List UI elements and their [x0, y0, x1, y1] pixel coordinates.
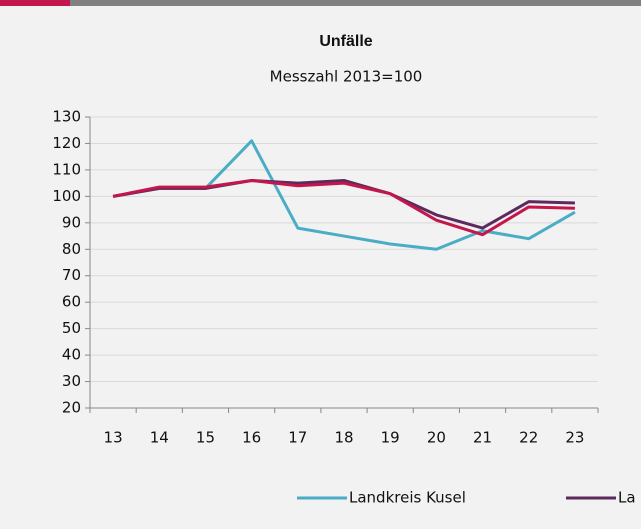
legend-label: La	[618, 489, 636, 507]
y-tick-label: 130	[52, 108, 81, 126]
x-tick-label: 20	[427, 429, 446, 447]
x-tick-label: 15	[196, 429, 215, 447]
x-tick-label: 23	[565, 429, 584, 447]
top-bar	[0, 0, 641, 6]
x-tick-label: 17	[288, 429, 307, 447]
y-tick-label: 70	[62, 266, 81, 284]
x-tick-label: 21	[473, 429, 492, 447]
series-line	[112, 178, 575, 237]
x-tick-label: 22	[519, 429, 538, 447]
y-tick-label: 60	[62, 293, 81, 311]
x-tick-label: 19	[381, 429, 400, 447]
chart-subtitle: Messzahl 2013=100	[270, 68, 423, 86]
top-bar-accent	[0, 0, 70, 6]
x-tick-label: 18	[334, 429, 353, 447]
y-tick-label: 50	[62, 319, 81, 337]
y-tick-label: 30	[62, 372, 81, 390]
chart-title: Unfälle	[319, 33, 372, 50]
x-tick-label: 16	[242, 429, 261, 447]
y-tick-label: 100	[52, 187, 81, 205]
y-tick-label: 80	[62, 240, 81, 258]
legend-label: Landkreis Kusel	[349, 489, 466, 507]
y-tick-label: 120	[52, 134, 81, 152]
x-tick-label: 13	[104, 429, 123, 447]
y-tick-label: 90	[62, 213, 81, 231]
y-tick-label: 110	[52, 160, 81, 178]
x-tick-label: 14	[150, 429, 169, 447]
y-tick-label: 20	[62, 399, 81, 417]
y-tick-label: 40	[62, 346, 81, 364]
